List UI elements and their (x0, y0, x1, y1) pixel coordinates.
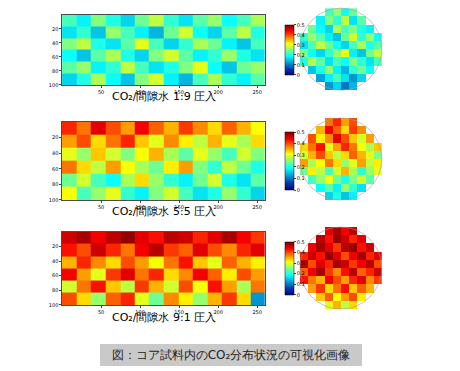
svg-text:50: 50 (98, 204, 104, 210)
svg-text:CO₂/間隙水 1:9 圧入: CO₂/間隙水 1:9 圧入 (112, 90, 216, 103)
svg-text:100: 100 (135, 309, 145, 315)
svg-text:60: 60 (52, 54, 58, 60)
svg-text:80: 80 (52, 287, 58, 293)
svg-text:40: 40 (52, 258, 58, 264)
svg-text:40: 40 (52, 40, 58, 46)
svg-text:0.3: 0.3 (297, 260, 305, 266)
svg-text:250: 250 (252, 204, 262, 210)
svg-text:0.5: 0.5 (297, 239, 305, 245)
svg-text:100: 100 (135, 204, 145, 210)
svg-text:100: 100 (49, 82, 59, 88)
svg-text:20: 20 (52, 243, 58, 249)
svg-text:20: 20 (52, 26, 58, 32)
svg-text:0.4: 0.4 (297, 140, 305, 146)
svg-text:100: 100 (135, 89, 145, 95)
svg-text:0: 0 (297, 187, 300, 193)
svg-text:150: 150 (174, 204, 184, 210)
svg-text:0.4: 0.4 (297, 249, 305, 255)
svg-text:20: 20 (52, 134, 58, 140)
svg-text:40: 40 (52, 150, 58, 156)
svg-text:0.1: 0.1 (297, 281, 305, 287)
svg-text:0.4: 0.4 (297, 32, 305, 38)
svg-text:0.1: 0.1 (297, 62, 305, 68)
svg-text:60: 60 (52, 272, 58, 278)
svg-text:0: 0 (297, 72, 300, 78)
svg-text:0.5: 0.5 (297, 22, 305, 28)
svg-text:80: 80 (52, 68, 58, 74)
svg-text:250: 250 (252, 89, 262, 95)
html-text:図：コア試料内のCO₂分布状況の可視化画像: 図：コア試料内のCO₂分布状況の可視化画像 (111, 348, 351, 362)
svg-text:200: 200 (213, 204, 223, 210)
svg-text:0.3: 0.3 (297, 152, 305, 158)
svg-text:50: 50 (98, 89, 104, 95)
svg-text:60: 60 (52, 166, 58, 172)
svg-text:0.2: 0.2 (297, 52, 305, 58)
svg-text:0.5: 0.5 (297, 129, 305, 135)
svg-text:0: 0 (297, 292, 300, 298)
svg-text:150: 150 (174, 309, 184, 315)
svg-text:0.3: 0.3 (297, 42, 305, 48)
svg-text:0.1: 0.1 (297, 175, 305, 181)
svg-text:CO₂/間隙水 5:5 圧入: CO₂/間隙水 5:5 圧入 (112, 205, 216, 218)
svg-text:150: 150 (174, 89, 184, 95)
svg-text:250: 250 (252, 309, 262, 315)
svg-text:200: 200 (213, 89, 223, 95)
svg-text:50: 50 (98, 309, 104, 315)
svg-text:100: 100 (49, 302, 59, 308)
svg-text:100: 100 (49, 197, 59, 203)
svg-text:0.2: 0.2 (297, 270, 305, 276)
svg-text:200: 200 (213, 309, 223, 315)
svg-text:80: 80 (52, 181, 58, 187)
svg-text:0.2: 0.2 (297, 164, 305, 170)
svg-text:CO₂/間隙水 9:1 圧入: CO₂/間隙水 9:1 圧入 (112, 311, 216, 324)
